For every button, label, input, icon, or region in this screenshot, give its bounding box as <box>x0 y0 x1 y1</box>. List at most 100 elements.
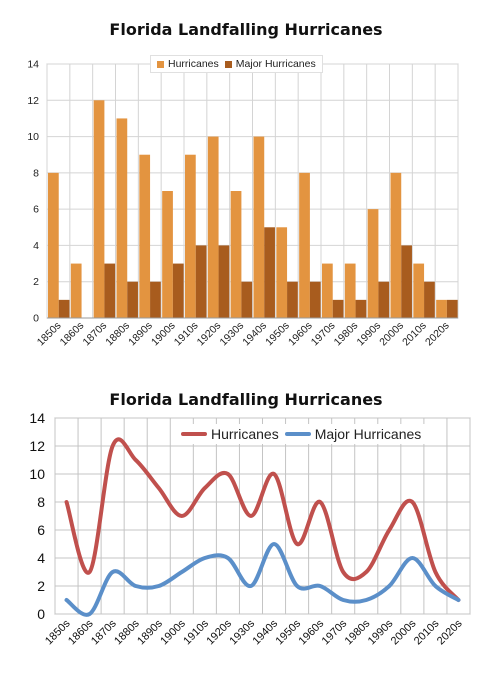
x-tick-label: 1890s <box>135 617 165 647</box>
bar-major-hurricanes-1900s <box>172 263 184 318</box>
x-tick-label: 1860s <box>66 617 96 647</box>
x-tick-label: 1990s <box>366 617 396 647</box>
x-tick-label: 1980s <box>332 320 361 349</box>
x-tick-label: 2020s <box>423 320 452 349</box>
bar-hurricanes-1940s <box>253 136 265 318</box>
x-tick-label: 1970s <box>320 617 350 647</box>
bar-major-hurricanes-2010s <box>424 281 435 318</box>
y-tick-label: 6 <box>33 204 39 216</box>
legend-label-hurricanes-line: Hurricanes <box>211 426 279 442</box>
bar-major-hurricanes-2000s <box>401 245 412 318</box>
x-tick-label: 1950s <box>263 320 292 349</box>
x-tick-label: 1950s <box>274 617 304 647</box>
x-tick-label: 2020s <box>435 617 465 647</box>
x-tick-label: 1900s <box>149 320 178 349</box>
bar-hurricanes-1910s <box>185 154 196 318</box>
y-tick-label: 8 <box>37 494 45 510</box>
legend-label-hurricanes: Hurricanes <box>168 58 219 70</box>
bar-major-hurricanes-1990s <box>378 281 390 318</box>
y-tick-label: 10 <box>27 131 39 143</box>
bar-major-hurricanes-1880s <box>127 281 138 318</box>
y-tick-label: 4 <box>33 240 39 252</box>
bar-hurricanes-1980s <box>344 263 356 318</box>
legend-swatch-hurricanes <box>157 60 164 68</box>
x-tick-label: 1940s <box>250 617 280 647</box>
x-tick-label: 1860s <box>58 320 87 349</box>
x-tick-label: 1870s <box>89 617 119 647</box>
bar-major-hurricanes-1870s <box>104 263 116 318</box>
bar-major-hurricanes-1890s <box>150 281 161 318</box>
y-tick-label: 12 <box>27 95 39 107</box>
bar-hurricanes-1990s <box>367 209 379 318</box>
bar-hurricanes-1930s <box>230 191 242 318</box>
bar-major-hurricanes-1940s <box>264 227 275 318</box>
bar-hurricanes-2020s <box>436 299 447 318</box>
bar-hurricanes-1900s <box>162 191 173 318</box>
legend-swatch-major-hurricanes-line <box>284 432 311 436</box>
bar-hurricanes-2000s <box>390 172 402 318</box>
bar-major-hurricanes-1980s <box>355 299 367 318</box>
x-tick-label: 1960s <box>286 320 315 349</box>
bar-major-hurricanes-1950s <box>287 281 298 318</box>
bar-hurricanes-1950s <box>276 227 288 318</box>
y-tick-label: 6 <box>37 522 45 538</box>
y-tick-label: 10 <box>29 466 45 482</box>
bar-chart-title: Florida Landfalling Hurricanes <box>109 20 383 39</box>
legend-item-major-hurricanes-line: Major Hurricanes <box>284 426 422 442</box>
legend-item-hurricanes-line: Hurricanes <box>181 426 279 442</box>
bar-major-hurricanes-1960s <box>309 281 321 318</box>
x-tick-label: 1900s <box>158 617 188 647</box>
line-chart-legend: Hurricanes Major Hurricanes <box>175 424 428 444</box>
bar-hurricanes-1920s <box>207 136 219 318</box>
x-tick-label: 2000s <box>377 320 406 349</box>
line-chart: 0 2 4 6 8 10 12 14 1850s 1860s 1870s 1880s 1890s 1900… <box>0 380 492 680</box>
bar-major-hurricanes-1930s <box>241 281 253 318</box>
bar-hurricanes-1960s <box>299 172 310 318</box>
bar-hurricanes-1970s <box>322 263 333 318</box>
x-tick-label: 1990s <box>354 320 383 349</box>
bar-chart-plot: 0 2 4 6 8 10 12 14 1850s1860s1870s1880s1890s1900… <box>27 59 459 349</box>
legend-swatch-major-hurricanes <box>224 60 232 68</box>
x-tick-label: 2000s <box>389 617 419 647</box>
y-tick-label: 8 <box>33 167 39 179</box>
x-tick-label: 1880s <box>103 320 132 349</box>
legend-item-hurricanes: Hurricanes <box>157 58 219 70</box>
bar-chart: 0 2 4 6 8 10 12 14 1850s 1860s 1870s 1880s 1890s 1900… <box>27 20 459 349</box>
x-tick-label: 1980s <box>343 617 373 647</box>
line-chart-plot: 0 2 4 6 8 10 12 14 1850s1860s1870s1880s1890s1900… <box>29 410 471 647</box>
bar-hurricanes-1860s <box>70 263 82 318</box>
x-tick-label: 1910s <box>172 320 201 349</box>
x-tick-label: 1920s <box>204 617 234 647</box>
x-tick-label: 1960s <box>297 617 327 647</box>
bar-chart-legend: Hurricanes Major Hurricanes <box>150 55 323 73</box>
bar-hurricanes-1880s <box>116 118 128 318</box>
bar-major-hurricanes-1970s <box>332 299 344 318</box>
legend-label-major-hurricanes-line: Major Hurricanes <box>314 426 422 442</box>
legend-swatch-hurricanes-line <box>181 432 207 436</box>
x-tick-label: 1850s <box>35 320 64 349</box>
x-tick-label: 1870s <box>80 320 109 349</box>
legend-label-major-hurricanes: Major Hurricanes <box>235 58 316 70</box>
legend-item-major-hurricanes: Major Hurricanes <box>224 58 316 70</box>
bar-major-hurricanes-1920s <box>218 245 230 318</box>
x-tick-label: 1920s <box>195 320 224 349</box>
y-tick-label: 4 <box>37 550 45 566</box>
y-tick-label: 14 <box>27 59 39 71</box>
line-hurricanes <box>64 437 461 602</box>
x-tick-label: 2010s <box>412 617 442 647</box>
bar-hurricanes-2010s <box>413 263 425 318</box>
x-tick-label: 1930s <box>217 320 246 349</box>
bar-major-hurricanes-1850s <box>58 299 70 318</box>
y-tick-label: 2 <box>33 276 39 288</box>
x-tick-label: 1930s <box>227 617 257 647</box>
bar-major-hurricanes-2020s <box>446 299 458 318</box>
x-tick-label: 1850s <box>43 617 73 647</box>
x-tick-label: 1880s <box>112 617 142 647</box>
bar-hurricanes-1870s <box>93 100 105 319</box>
y-tick-label: 12 <box>29 438 45 454</box>
x-tick-label: 1890s <box>126 320 155 349</box>
y-tick-label: 0 <box>33 313 39 325</box>
x-tick-label: 2010s <box>400 320 429 349</box>
bar-hurricanes-1850s <box>48 172 59 318</box>
y-tick-label: 2 <box>37 578 45 594</box>
